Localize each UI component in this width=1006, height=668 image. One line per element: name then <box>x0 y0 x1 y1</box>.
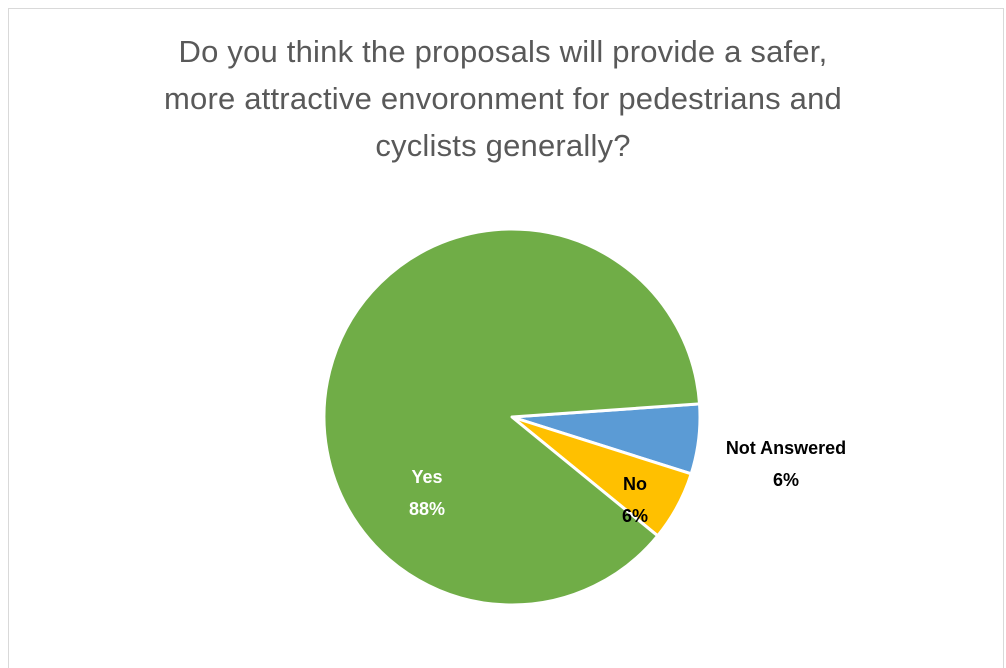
pie-slices <box>322 227 702 607</box>
pie-labels: Not Answered 6% No 6% Yes 88% <box>409 438 846 526</box>
label-yes-percent: 88% <box>409 499 445 519</box>
label-not-answered-percent: 6% <box>773 470 799 490</box>
chart-title-line-2: more attractive envoronment for pedestri… <box>164 81 842 116</box>
pie-slice-yes <box>322 227 702 607</box>
label-no-name: No <box>623 474 647 494</box>
chart-area <box>8 8 1004 668</box>
label-no-percent: 6% <box>622 506 648 526</box>
chart-title: Do you think the proposals will provide … <box>0 28 1006 169</box>
chart-title-line-3: cyclists generally? <box>375 128 631 163</box>
chart-title-line-1: Do you think the proposals will provide … <box>178 34 828 69</box>
label-yes-name: Yes <box>411 467 442 487</box>
label-not-answered-name: Not Answered <box>726 438 846 458</box>
